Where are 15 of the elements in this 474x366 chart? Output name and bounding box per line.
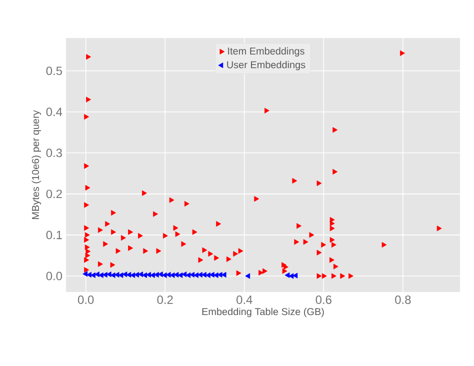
y-tick-label: 0.2 bbox=[46, 190, 62, 198]
y-tick-label: 0.5 bbox=[46, 66, 62, 76]
x-axis-title: Embedding Table Size (GB) bbox=[202, 308, 324, 318]
x-tick-label: 0.4 bbox=[236, 296, 252, 304]
x-tick-label: 0.2 bbox=[157, 296, 173, 304]
legend-label: Item Embeddings bbox=[228, 47, 304, 57]
y-tick-label: 0.1 bbox=[46, 230, 62, 240]
y-tick-label: 0.4 bbox=[46, 108, 62, 116]
y-tick-label: 0.3 bbox=[46, 148, 62, 158]
y-tick-label: 0.0 bbox=[46, 272, 62, 280]
legend-label: User Embeddings bbox=[227, 60, 306, 70]
x-tick-label: 0.8 bbox=[395, 296, 411, 304]
y-axis-title: MBytes (10e6) per query bbox=[32, 110, 42, 220]
x-tick-label: 0.0 bbox=[78, 296, 94, 304]
x-tick-label: 0.6 bbox=[316, 296, 332, 304]
